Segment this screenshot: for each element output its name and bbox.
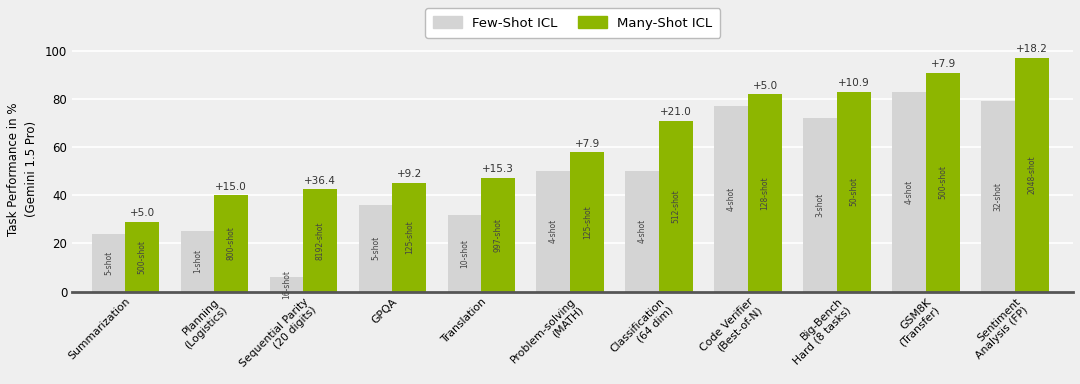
Text: 5-shot: 5-shot	[370, 236, 380, 260]
Bar	[125, 222, 159, 291]
Y-axis label: Task Performance in %
(Gemini 1.5 Pro): Task Performance in % (Gemini 1.5 Pro)	[6, 102, 38, 235]
Bar	[748, 94, 782, 291]
Text: +21.0: +21.0	[660, 107, 692, 117]
Text: +15.3: +15.3	[483, 164, 514, 174]
Text: +9.2: +9.2	[396, 169, 422, 179]
Bar	[804, 118, 837, 291]
Text: +18.2: +18.2	[1016, 44, 1048, 54]
Text: +36.4: +36.4	[305, 176, 336, 186]
Text: 5-shot: 5-shot	[104, 250, 113, 275]
Bar	[482, 178, 515, 291]
Text: +5.0: +5.0	[753, 81, 778, 91]
Text: 997-shot: 997-shot	[494, 218, 502, 252]
Text: 4-shot: 4-shot	[905, 180, 914, 204]
Bar	[303, 189, 337, 291]
Text: +7.9: +7.9	[931, 59, 956, 69]
Text: +5.0: +5.0	[130, 208, 154, 218]
Text: +7.9: +7.9	[575, 139, 599, 149]
Bar	[447, 215, 482, 291]
Bar	[892, 92, 927, 291]
Bar	[537, 171, 570, 291]
Text: 4-shot: 4-shot	[727, 187, 735, 211]
Bar	[270, 277, 303, 291]
Text: +15.0: +15.0	[215, 182, 247, 192]
Text: 8192-shot: 8192-shot	[315, 221, 325, 260]
Text: 3-shot: 3-shot	[815, 193, 825, 217]
Text: 16-shot: 16-shot	[282, 270, 291, 299]
Text: 800-shot: 800-shot	[227, 227, 235, 260]
Legend: Few-Shot ICL, Many-Shot ICL: Few-Shot ICL, Many-Shot ICL	[424, 8, 720, 38]
Text: 4-shot: 4-shot	[638, 219, 647, 243]
Bar	[392, 183, 427, 291]
Bar	[180, 231, 214, 291]
Bar	[927, 73, 960, 291]
Bar	[982, 101, 1015, 291]
Bar	[837, 92, 872, 291]
Text: 4-shot: 4-shot	[549, 219, 558, 243]
Text: 500-shot: 500-shot	[138, 240, 147, 274]
Bar	[359, 205, 392, 291]
Text: 10-shot: 10-shot	[460, 238, 469, 268]
Text: 125-shot: 125-shot	[583, 205, 592, 239]
Bar	[659, 121, 693, 291]
Text: 2048-shot: 2048-shot	[1028, 155, 1037, 194]
Bar	[92, 234, 125, 291]
Text: 512-shot: 512-shot	[672, 189, 680, 223]
Bar	[715, 106, 748, 291]
Bar	[570, 152, 604, 291]
Bar	[625, 171, 659, 291]
Text: 50-shot: 50-shot	[850, 177, 859, 206]
Text: 125-shot: 125-shot	[405, 220, 414, 254]
Bar	[1015, 58, 1049, 291]
Text: +10.9: +10.9	[838, 78, 870, 88]
Text: 1-shot: 1-shot	[193, 249, 202, 273]
Text: 32-shot: 32-shot	[994, 182, 1003, 211]
Text: 500-shot: 500-shot	[939, 165, 947, 199]
Text: 128-shot: 128-shot	[760, 176, 770, 210]
Bar	[214, 195, 248, 291]
